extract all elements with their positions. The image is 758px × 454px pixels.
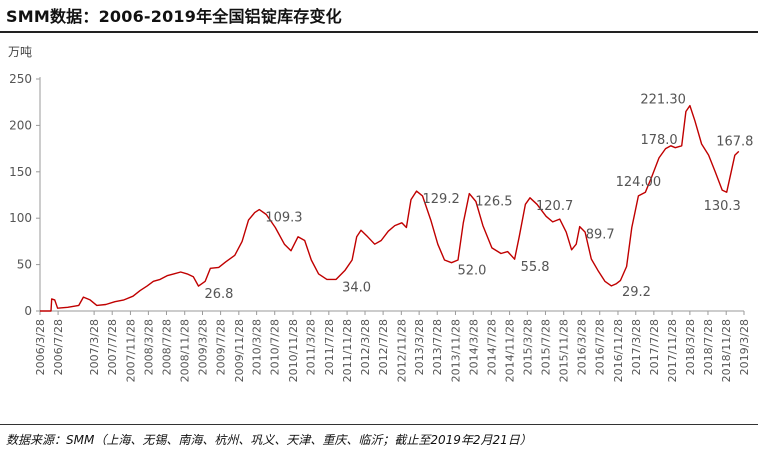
x-tick-label: 2012/7/28 <box>377 319 390 375</box>
x-tick-label: 2010/11/28 <box>287 319 300 382</box>
data-label: 89.7 <box>586 228 615 243</box>
x-tick-label: 2013/3/28 <box>413 319 426 375</box>
data-label: 178.0 <box>640 133 677 148</box>
data-label: 129.2 <box>423 192 460 207</box>
x-tick-label: 2014/3/28 <box>467 319 480 375</box>
x-tick-label: 2012/3/28 <box>359 319 372 375</box>
x-tick-label: 2007/7/28 <box>106 319 119 375</box>
data-label: 126.5 <box>475 195 512 210</box>
x-tick-label: 2011/7/28 <box>323 319 336 375</box>
data-label: 167.8 <box>716 134 753 149</box>
x-tick-label: 2013/7/28 <box>431 319 444 375</box>
x-tick-label: 2015/7/28 <box>539 319 552 375</box>
data-label: 26.8 <box>205 287 234 302</box>
x-tick-label: 2010/7/28 <box>269 319 282 375</box>
x-tick-label: 2016/11/28 <box>612 319 625 382</box>
data-label: 29.2 <box>622 285 651 300</box>
x-tick-label: 2008/7/28 <box>160 319 173 375</box>
data-label: 109.3 <box>265 211 302 226</box>
y-tick-label: 250 <box>9 72 32 86</box>
x-tick-label: 2017/7/28 <box>648 319 661 375</box>
y-tick-label: 50 <box>17 258 32 272</box>
x-tick-label: 2018/3/28 <box>684 319 697 375</box>
x-tick-label: 2019/3/28 <box>738 319 751 375</box>
data-label: 221.30 <box>640 93 686 108</box>
title-bar: SMM数据：2006-2019年全国铝锭库存变化 <box>0 0 758 33</box>
x-tick-label: 2011/11/28 <box>341 319 354 382</box>
x-tick-label: 2015/11/28 <box>558 319 571 382</box>
x-tick-label: 2018/11/28 <box>720 319 733 382</box>
data-label: 124.00 <box>616 175 662 190</box>
series-line-inventory <box>40 104 740 312</box>
x-tick-label: 2006/7/28 <box>52 319 65 375</box>
source-note: 数据来源：SMM（上海、无锡、南海、杭州、巩义、天津、重庆、临沂；截止至2019… <box>6 433 532 447</box>
x-tick-label: 2016/3/28 <box>576 319 589 375</box>
data-label: 120.7 <box>536 199 573 214</box>
y-tick-label: 100 <box>9 211 32 225</box>
x-tick-label: 2014/11/28 <box>504 319 517 382</box>
x-tick-label: 2011/3/28 <box>305 319 318 375</box>
y-tick-label: 150 <box>9 165 32 179</box>
x-tick-label: 2017/3/28 <box>630 319 643 375</box>
x-tick-label: 2014/7/28 <box>485 319 498 375</box>
y-tick-label: 0 <box>24 304 32 318</box>
x-tick-label: 2010/3/28 <box>251 319 264 375</box>
inventory-line-chart: 0 50 100 150 200 250 2006/3/28 2006/7/28 2007/3/… <box>9 72 753 382</box>
x-tick-label: 2018/7/28 <box>702 319 715 375</box>
x-tick-label: 2009/3/28 <box>197 319 210 375</box>
x-tick-label: 2009/11/28 <box>233 319 246 382</box>
x-tick-label: 2013/11/28 <box>449 319 462 382</box>
data-label: 55.8 <box>521 260 550 275</box>
x-tick-label: 2007/11/28 <box>124 319 137 382</box>
y-axis-unit-label: 万吨 <box>8 45 33 59</box>
data-label: 34.0 <box>342 280 371 295</box>
data-label: 130.3 <box>704 199 741 214</box>
data-label: 52.0 <box>458 264 487 279</box>
x-tick-label: 2016/7/28 <box>594 319 607 375</box>
x-tick-label: 2008/11/28 <box>179 319 192 382</box>
x-tick-label: 2017/11/28 <box>666 319 679 382</box>
x-tick-label: 2006/3/28 <box>34 319 47 375</box>
page-title: SMM数据：2006-2019年全国铝锭库存变化 <box>6 7 342 26</box>
x-tick-label: 2007/3/28 <box>88 319 101 375</box>
footer-divider <box>0 424 758 425</box>
x-tick-label: 2008/3/28 <box>142 319 155 375</box>
y-tick-label: 200 <box>9 118 32 132</box>
x-tick-label: 2012/11/28 <box>395 319 408 382</box>
x-tick-label: 2009/7/28 <box>215 319 228 375</box>
x-tick-label: 2015/3/28 <box>521 319 534 375</box>
title-divider <box>0 31 758 33</box>
